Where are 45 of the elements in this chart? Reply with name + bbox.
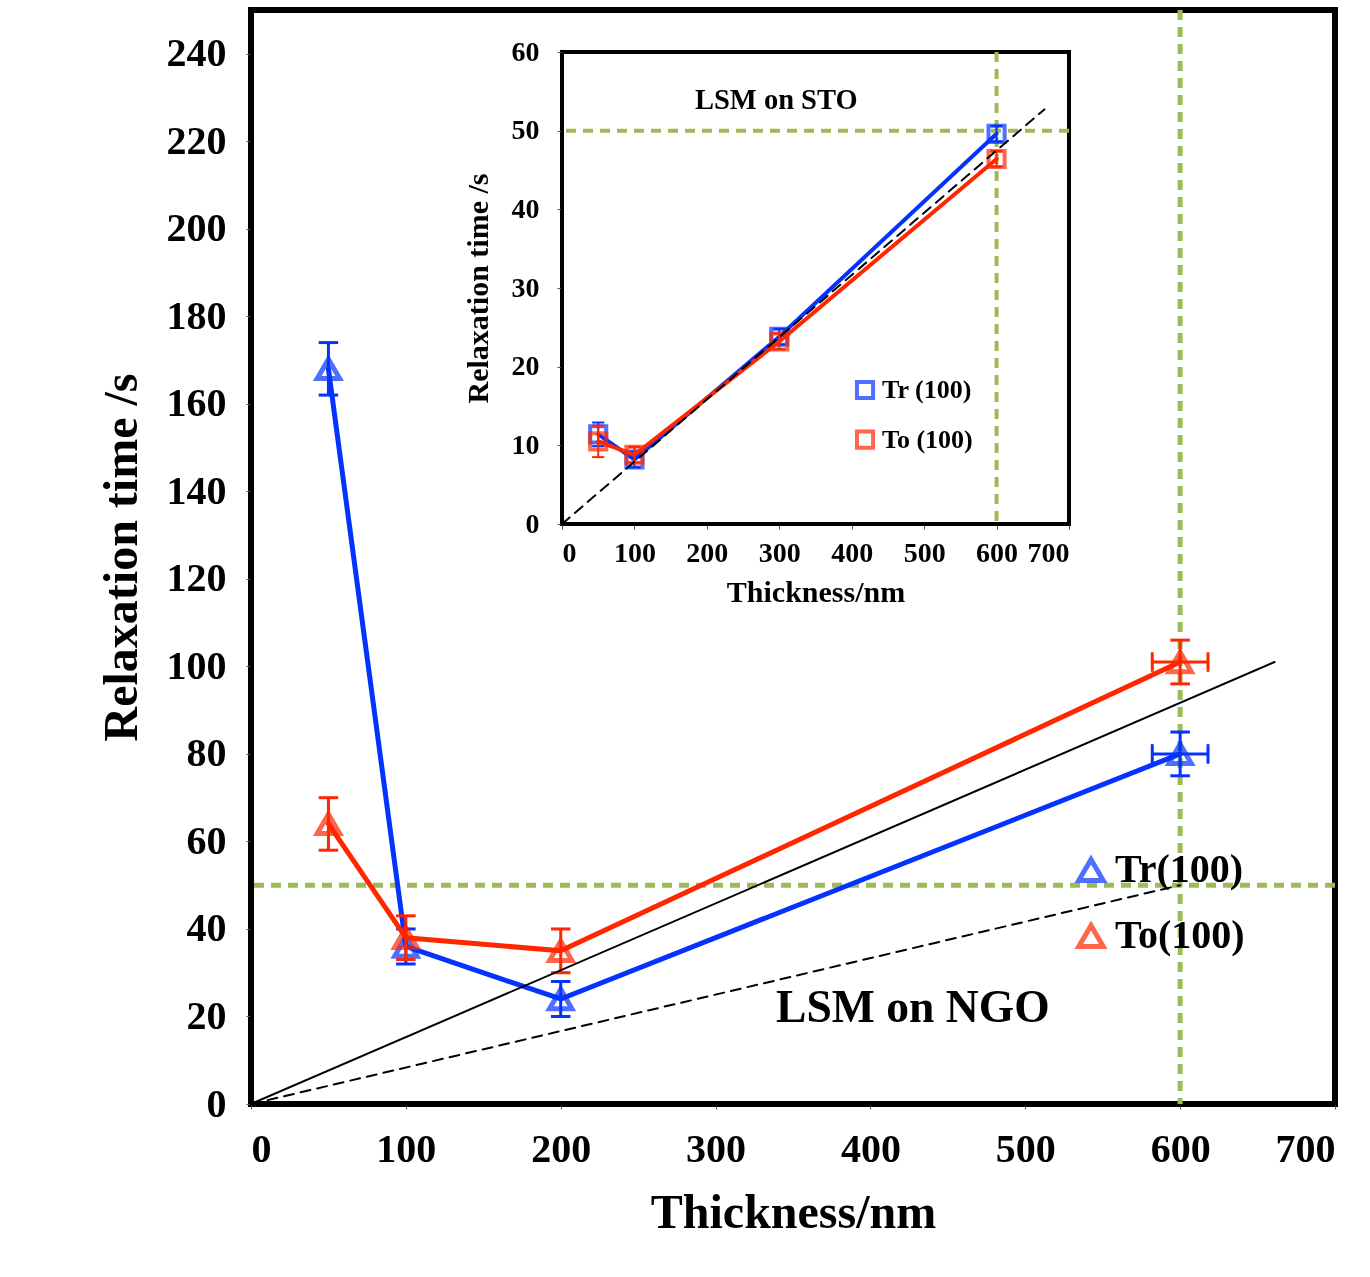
y-axis-title: Relaxation time /s	[93, 373, 147, 742]
annotation: LSM on NGO	[776, 981, 1050, 1032]
y-tick-label: 80	[186, 730, 227, 776]
legend-label: To (100)	[882, 424, 973, 454]
y-tick-label: 140	[166, 467, 227, 513]
y-tick-label: 20	[511, 350, 540, 382]
y-tick-label: 50	[511, 114, 540, 146]
y-tick-label: 160	[166, 380, 227, 426]
y-tick-label: 200	[166, 205, 227, 251]
y-tick-label: 180	[166, 292, 227, 338]
y-tick-label: 20	[186, 992, 227, 1038]
y-tick-label: 0	[525, 507, 540, 539]
x-tick-label: 0	[251, 1125, 272, 1171]
x-tick-label: 300	[758, 536, 801, 568]
x-tick-label: 700	[1027, 536, 1070, 568]
y-tick-label: 60	[511, 35, 540, 67]
x-tick-label: 500	[995, 1125, 1056, 1171]
y-tick-label: 40	[511, 192, 540, 224]
x-tick-label: 500	[903, 536, 946, 568]
x-axis-title: Thickness/nm	[650, 1184, 937, 1238]
legend-label: Tr (100)	[882, 375, 972, 404]
y-tick-label: 240	[166, 30, 227, 76]
x-tick-label: 400	[831, 536, 874, 568]
y-tick-label: 30	[511, 271, 540, 303]
x-tick-label: 400	[840, 1125, 901, 1171]
y-tick-label: 40	[186, 905, 227, 951]
x-tick-label: 100	[613, 536, 656, 568]
y-tick-label: 100	[166, 642, 227, 688]
x-tick-label: 700	[1275, 1125, 1336, 1171]
y-tick-label: 0	[206, 1080, 227, 1126]
x-tick-label: 100	[376, 1125, 437, 1171]
x-axis-title: Thickness/nm	[726, 574, 906, 608]
legend-label: To(100)	[1115, 912, 1245, 957]
x-tick-label: 300	[686, 1125, 747, 1171]
y-tick-label: 220	[166, 117, 227, 163]
x-tick-label: 600	[976, 536, 1019, 568]
y-tick-label: 120	[166, 555, 227, 601]
y-axis-title: Relaxation time /s	[460, 173, 494, 404]
annotation: LSM on STO	[695, 84, 858, 115]
x-tick-label: 200	[686, 536, 729, 568]
x-tick-label: 600	[1150, 1125, 1211, 1171]
x-tick-label: 0	[562, 536, 577, 568]
y-tick-label: 10	[511, 428, 540, 460]
legend-label: Tr(100)	[1115, 846, 1244, 891]
y-tick-label: 60	[186, 817, 227, 863]
